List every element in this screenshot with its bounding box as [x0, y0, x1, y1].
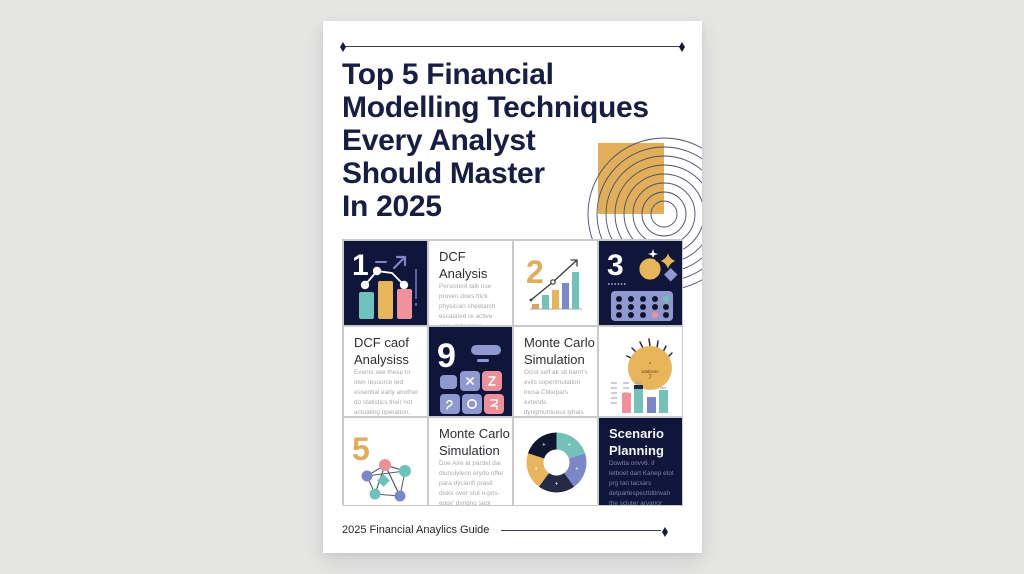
- svg-text:*: *: [649, 362, 651, 368]
- svg-text:9: 9: [437, 337, 456, 375]
- svg-text:2: 2: [526, 254, 544, 290]
- svg-text:+: +: [567, 443, 571, 449]
- svg-text:1: 1: [352, 249, 369, 282]
- svg-text:+: +: [542, 443, 546, 449]
- svg-text:+: +: [555, 482, 559, 488]
- svg-text:witdoxno: witdoxno: [642, 369, 660, 374]
- svg-text:3: 3: [607, 249, 624, 282]
- svg-text:5: 5: [352, 431, 370, 467]
- svg-text:+: +: [534, 467, 538, 473]
- svg-text:+: +: [575, 467, 579, 473]
